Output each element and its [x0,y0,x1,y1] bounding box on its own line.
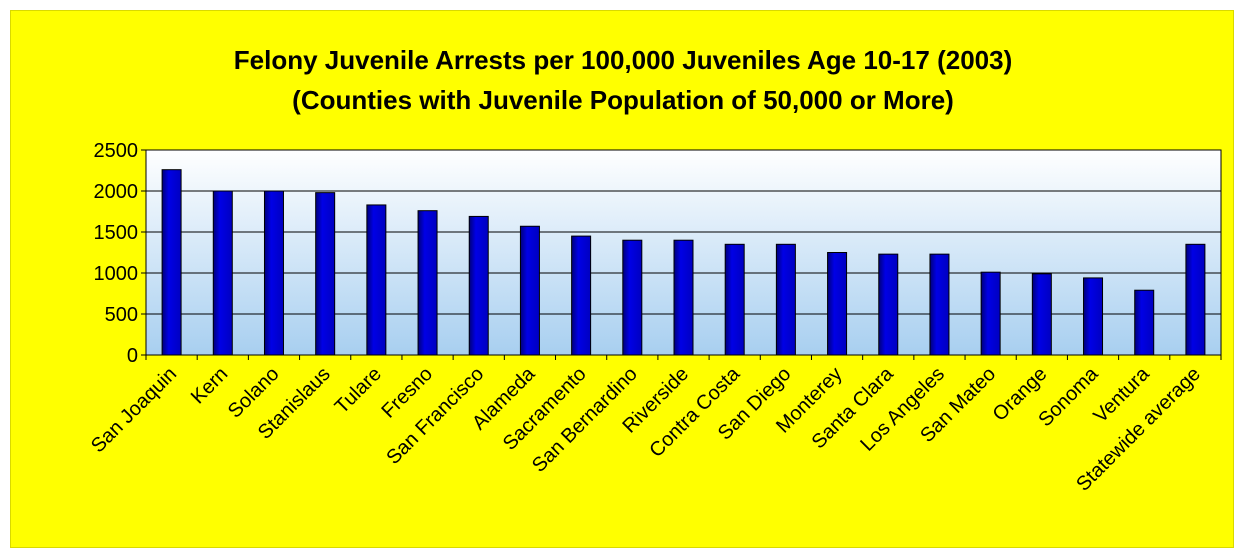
bar [724,243,745,356]
y-tick-label: 1000 [94,263,139,285]
y-tick-label: 500 [105,304,138,326]
bar [519,225,540,356]
bar [468,215,489,356]
y-axis-ticks: 0 500 1000 1500 2000 2500 [94,140,146,367]
y-tick-label: 2000 [94,181,139,203]
bars [161,169,1206,356]
bar [929,253,950,356]
x-category-label: Kern [187,363,232,408]
x-category-label: Tulare [331,363,386,418]
chart-area: Felony Juvenile Arrests per 100,000 Juve… [10,10,1234,548]
bar [827,252,848,356]
bar [673,239,694,356]
bar [622,239,643,356]
x-axis-labels: San Joaquin KernSolanoStanislausTulareFre… [87,355,1222,496]
bar [263,190,284,356]
y-tick-label: 1500 [94,222,139,244]
bar [1083,277,1104,356]
bar [1031,273,1052,356]
chart-title: Felony Juvenile Arrests per 100,000 Juve… [234,45,1012,75]
bar [980,271,1001,356]
bar [161,169,182,356]
bar [315,192,336,356]
chart-subtitle: (Counties with Juvenile Population of 50… [292,85,954,115]
y-tick-label: 2500 [94,140,139,162]
x-category-label: San Joaquin [87,363,181,457]
bar [1134,289,1155,356]
bar [212,190,233,356]
bar [878,253,899,356]
bar [417,210,438,356]
bar [775,243,796,356]
bar [366,204,387,356]
bar-chart: Felony Juvenile Arrests per 100,000 Juve… [87,45,1222,496]
bar [571,235,592,356]
bar [1185,243,1206,356]
y-tick-label: 0 [127,345,138,367]
